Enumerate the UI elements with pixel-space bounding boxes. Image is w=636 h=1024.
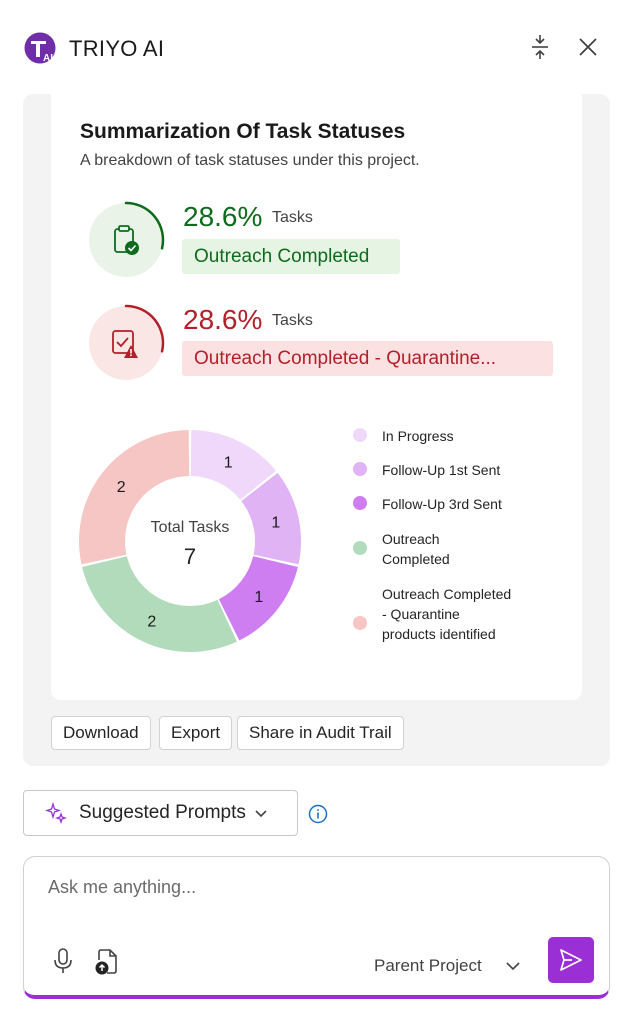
donut-slice-value-label: 1 [224,455,233,472]
send-icon [560,949,582,971]
donut-slice [82,556,237,652]
send-button[interactable] [548,937,594,983]
stat-percent-quarantine: 28.6% [183,304,263,335]
chat-input[interactable] [48,872,568,902]
donut-center-label: Total Tasks [151,519,230,536]
legend-swatch [353,496,367,510]
legend-label: Follow-Up 1st Sent [382,462,501,478]
donut-slice-value-label: 2 [147,613,156,630]
stat-ring-completed [89,201,165,277]
task-status-donut-chart: 1 1 1 2 2 Total Tasks 7 [79,430,301,652]
clipboard-warning-icon [112,330,138,358]
microphone-icon[interactable] [50,946,76,976]
app-header: AI TRIYO AI [0,0,636,92]
close-button[interactable] [573,32,603,62]
clipboard-check-icon [114,225,139,255]
donut-center-total: 7 [184,544,196,569]
info-icon[interactable] [307,803,329,825]
stat-percent-completed: 28.6% [183,201,263,232]
legend-swatch [353,428,367,442]
export-button[interactable]: Export [159,716,233,750]
download-button[interactable]: Download [51,716,151,750]
donut-slice-value-label: 1 [254,589,263,606]
legend-label: In Progress [382,428,454,444]
legend-swatch [353,462,367,476]
summary-subtitle: A breakdown of task statuses under this … [80,152,420,169]
donut-slice-value-label: 1 [271,514,280,531]
collapse-vertical-icon [532,35,548,59]
legend-label: Follow-Up 3rd Sent [382,496,502,512]
chevron-down-icon[interactable] [503,956,523,976]
donut-slice [79,430,190,565]
legend-item: In Progress [353,426,522,446]
sparkle-icon [45,802,67,824]
stat-tag-completed: Outreach Completed [182,239,400,274]
stat-unit-completed: Tasks [272,209,313,226]
triyo-logo-icon: AI [24,32,56,64]
suggested-prompts-button[interactable]: Suggested Prompts [23,790,298,836]
donut-slice [241,472,301,565]
share-audit-trail-button[interactable]: Share in Audit Trail [237,716,404,750]
legend-item: Follow-Up 1st Sent [353,460,522,480]
legend-swatch [353,541,367,555]
stat-unit-quarantine: Tasks [272,312,313,329]
legend-label: Outreach Completed - Quarantine products… [382,586,512,642]
app-title: TRIYO AI [69,36,165,61]
summary-title: Summarization Of Task Statuses [80,120,406,143]
svg-text:AI: AI [43,53,53,64]
attach-file-icon[interactable] [93,946,121,976]
stat-tag-quarantine: Outreach Completed - Quarantine... [182,341,553,376]
legend-item: Outreach Completed [353,529,472,569]
collapse-button[interactable] [525,32,555,62]
close-icon [579,38,597,56]
chevron-down-icon [255,810,267,818]
donut-slice [190,430,276,500]
legend-item: Outreach Completed - Quarantine products… [353,584,517,644]
legend-item: Follow-Up 3rd Sent [353,494,522,514]
project-scope-selector-value[interactable]: Parent Project [374,956,482,975]
legend-label: Outreach Completed [382,531,450,567]
suggested-prompts-label: Suggested Prompts [79,802,246,823]
legend-swatch [353,616,367,630]
donut-slice-value-label: 2 [117,479,126,496]
donut-slice [218,556,298,641]
stat-ring-quarantine [89,304,165,380]
